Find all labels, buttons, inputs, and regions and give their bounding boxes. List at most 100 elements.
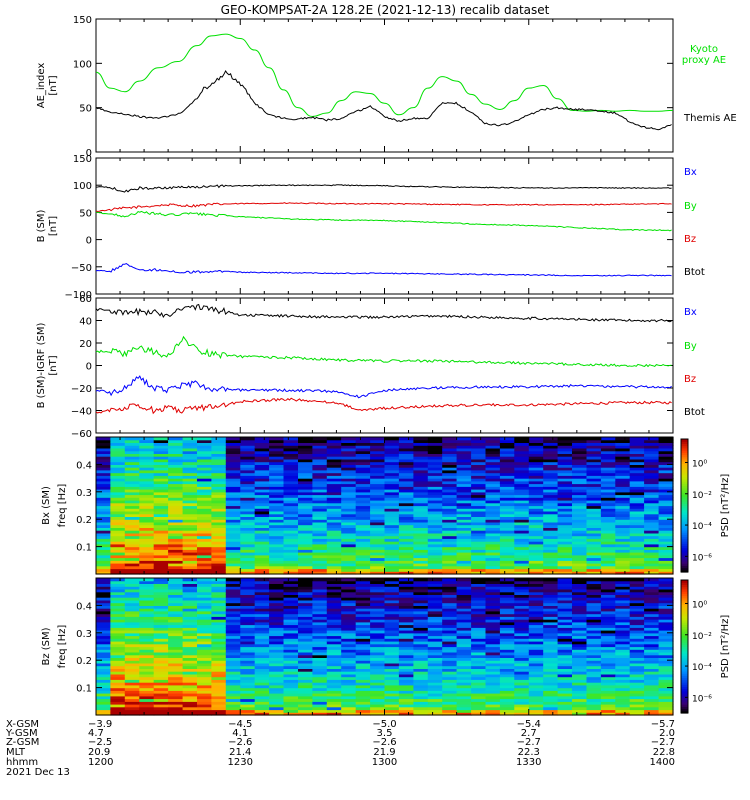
bz-spec-panel-cell [326,682,342,686]
bz-spec-panel-cell [528,649,544,653]
bx-spec-panel-cell [557,480,573,485]
bx-spec-panel-cell [283,497,299,501]
bx-spec-panel-colorbar-step [681,452,688,456]
bx-spec-panel-cell [197,513,212,517]
bx-spec-panel-cell [312,565,328,570]
bz-spec-panel-cell [629,662,645,667]
bx-spec-panel-cell [471,505,487,509]
bz-spec-panel-cell [615,690,631,694]
bx-spec-panel-cell [572,489,587,493]
bx-spec-panel-cell [197,445,212,449]
bz-spec-panel-cell [110,586,126,590]
bz-spec-panel-cell [168,695,184,700]
bx-spec-panel-cell [96,543,111,548]
bz-spec-panel-cell [615,586,631,590]
bz-spec-panel-cell [211,641,227,645]
bz-spec-panel-cell [298,578,313,582]
bz-spec-panel-cell [110,698,126,702]
bx-spec-panel-colorbar-step [681,463,688,467]
bx-spec-panel-cell [572,543,587,548]
bz-spec-panel-cell [572,676,587,680]
bx-spec-panel-cell [197,478,212,482]
bx-spec-panel-cell [442,563,458,567]
bsm-panel-ylabel: B (SM) [36,209,47,242]
bx-spec-panel-cell [456,483,472,487]
bx-spec-panel-cell [384,552,400,556]
bx-spec-panel-cell [240,505,256,509]
bx-spec-panel-cell [543,500,559,504]
bz-spec-panel-cell [96,665,111,669]
bz-spec-panel-cell [427,709,443,713]
bx-spec-panel-cell [543,527,559,531]
bz-spec-panel-cell [355,613,371,617]
bz-spec-panel-cell [485,709,501,713]
bx-spec-panel-cell [370,527,386,531]
bz-spec-panel-cell [600,690,616,694]
bz-spec-panel-cell [413,690,429,694]
bx-spec-panel-cell [341,453,357,457]
bz-spec-panel-cell [341,646,357,650]
bz-spec-panel-cell [283,706,299,711]
bz-spec-panel-cell [514,586,530,590]
bx-spec-panel-cell [168,527,184,531]
bz-spec-panel-cell [96,589,111,593]
bx-spec-panel-cell [168,560,184,564]
bz-spec-panel-cell [557,643,573,648]
bz-spec-panel-cell [341,602,357,606]
bz-spec-panel-cell [427,613,443,617]
bx-spec-panel-cell [514,554,530,559]
bx-spec-panel-cell [398,502,414,507]
bz-spec-panel-cell [586,619,602,623]
bz-spec-panel-cell [283,679,299,683]
bx-spec-panel-cell [557,478,573,482]
bz-spec-panel-cell [312,610,328,615]
bx-spec-panel-cell [586,549,602,553]
bz-spec-panel-cell [442,684,458,689]
bz-spec-panel-cell [557,624,573,628]
bz-spec-panel-cell [514,682,530,686]
bz-spec-panel-cell [557,676,573,680]
bx-spec-panel-cell [413,491,429,496]
bz-spec-panel-cell [355,621,371,626]
bx-spec-panel-cell [139,442,155,446]
bx-spec-panel-cell [283,461,299,465]
bx-spec-panel-cell [572,546,587,550]
bx-spec-panel-cell [427,549,443,553]
bx-spec-panel-cell [326,565,342,570]
bx-spec-panel-cell [471,437,487,441]
bz-spec-panel-cell [312,578,328,582]
bz-spec-panel-cell [600,630,616,634]
bsm-panel-legend-btot: Btot [684,267,705,278]
bz-spec-panel-cell [370,652,386,656]
bz-spec-panel-cell [110,668,126,672]
bz-spec-panel-cell [499,684,515,689]
bsm-igrf-panel-legend-bz: Bz [684,374,696,385]
bz-spec-panel-cell [528,591,544,595]
bz-spec-panel-cell [557,712,573,716]
bz-spec-panel-cell [254,586,270,590]
bx-spec-panel-cell [485,532,501,537]
bz-spec-panel-cell [442,657,458,661]
bz-spec-panel-cell [355,665,371,669]
bx-spec-panel-cell [485,467,501,471]
bz-spec-panel-cell [644,635,660,639]
bz-spec-panel-cell [153,660,169,664]
bx-spec-panel-cell [124,519,140,523]
bx-spec-panel-cell [384,458,400,463]
bx-spec-panel-cell [298,475,313,479]
bx-spec-panel-cell [254,467,270,471]
bz-spec-panel-cell [225,641,241,645]
bx-spec-panel-cell [370,497,386,501]
bx-spec-panel-cell [211,437,227,441]
bz-spec-panel-cell [572,630,587,634]
bz-spec-panel-cell [197,660,212,664]
bz-spec-panel-cell [658,693,674,697]
bx-spec-panel-cell [254,475,270,479]
bz-spec-panel-cell [485,589,501,593]
bx-spec-panel-cell [269,521,285,526]
bz-spec-panel-cell [341,578,357,582]
bz-spec-panel-cell [240,616,256,620]
bz-spec-panel-colorbar-step [681,668,688,672]
bx-spec-panel-cell [398,439,414,443]
bz-spec-panel-cell [124,594,140,598]
